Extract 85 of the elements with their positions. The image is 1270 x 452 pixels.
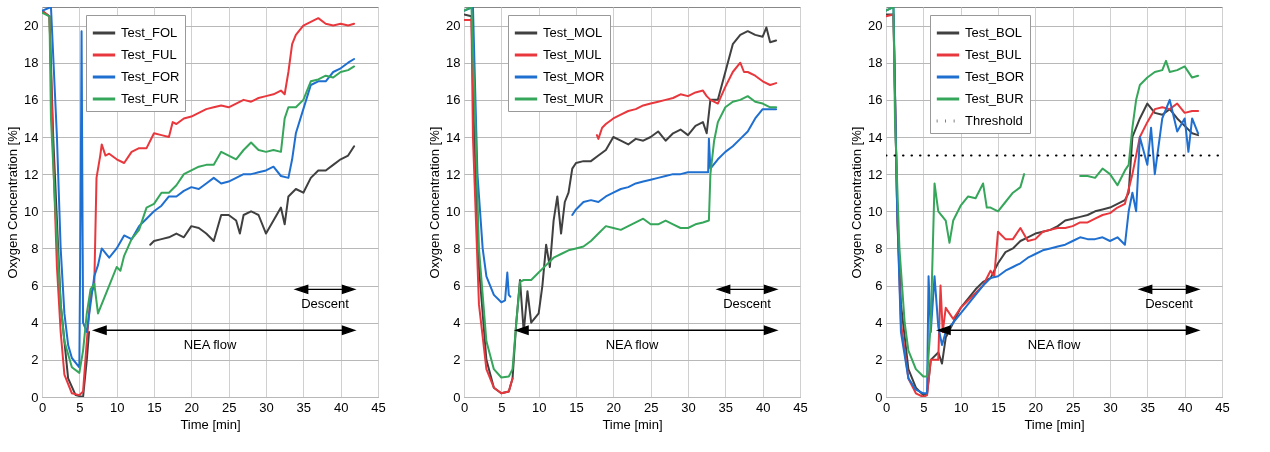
legend-label: Test_FUR (121, 91, 179, 106)
y-tick-label: 18 (24, 55, 39, 71)
y-tick-label: 10 (24, 203, 39, 219)
y-tick-label: 10 (446, 203, 461, 219)
y-tick-label: 14 (446, 129, 461, 145)
y-tick-label: 6 (875, 278, 883, 294)
x-tick-label: 35 (718, 399, 734, 415)
legend-label: Test_BUR (965, 91, 1024, 106)
x-tick-label: 45 (793, 399, 808, 415)
x-axis-title: Time [min] (180, 416, 241, 432)
legend-label: Test_MOL (543, 25, 603, 40)
y-tick-label: 2 (875, 352, 883, 368)
x-tick-label: 10 (109, 399, 125, 415)
x-tick-label: 10 (953, 399, 969, 415)
legend-label: Test_BOL (965, 25, 1023, 40)
legend-label: Threshold (965, 113, 1023, 128)
y-tick-label: 8 (453, 240, 461, 256)
x-tick-label: 30 (1103, 399, 1118, 415)
y-tick-label: 12 (24, 166, 39, 182)
y-tick-label: 0 (875, 389, 883, 405)
x-tick-label: 15 (569, 399, 584, 415)
y-tick-label: 14 (24, 129, 39, 145)
y-tick-label: 4 (453, 315, 461, 331)
x-tick-label: 25 (1065, 399, 1081, 415)
legend-label: Test_MOR (543, 69, 605, 84)
x-tick-label: 15 (991, 399, 1006, 415)
x-tick-label: 40 (333, 399, 349, 415)
y-tick-label: 6 (453, 278, 461, 294)
y-tick-label: 20 (24, 18, 39, 34)
x-tick-label: 45 (1215, 399, 1230, 415)
y-tick-label: 2 (31, 352, 39, 368)
y-tick-label: 6 (31, 278, 39, 294)
y-tick-label: 20 (868, 18, 883, 34)
x-tick-label: 5 (920, 399, 928, 415)
x-axis-title: Time [min] (602, 416, 663, 432)
y-tick-label: 0 (453, 389, 461, 405)
x-tick-label: 35 (296, 399, 312, 415)
annotation: Descent (723, 296, 772, 312)
y-tick-label: 16 (868, 92, 883, 108)
x-tick-label: 20 (606, 399, 622, 415)
legend-label: Test_MUL (543, 47, 602, 62)
y-tick-label: 4 (875, 315, 883, 331)
x-tick-label: 5 (76, 399, 84, 415)
y-axis-title: Oxygen Concentration [%] (5, 126, 21, 279)
y-tick-label: 14 (868, 129, 883, 145)
x-tick-label: 45 (371, 399, 386, 415)
x-tick-label: 30 (681, 399, 696, 415)
y-axis-title: Oxygen Concentration [%] (427, 126, 443, 279)
x-tick-label: 30 (259, 399, 274, 415)
y-tick-label: 8 (875, 240, 883, 256)
y-tick-label: 18 (446, 55, 461, 71)
annotation: Descent (1145, 296, 1194, 312)
y-tick-label: 2 (453, 352, 461, 368)
x-tick-label: 25 (221, 399, 237, 415)
legend-label: Test_BOR (965, 69, 1025, 84)
y-axis-title: Oxygen Concentration [%] (849, 126, 865, 279)
y-tick-label: 8 (31, 240, 39, 256)
legend-label: Test_FOR (121, 69, 180, 84)
y-tick-label: 16 (24, 92, 39, 108)
x-tick-label: 10 (531, 399, 547, 415)
y-tick-label: 0 (31, 389, 39, 405)
annotation: NEA flow (605, 337, 659, 353)
legend-label: Test_FOL (121, 25, 178, 40)
y-tick-label: 20 (446, 18, 461, 34)
x-tick-label: 25 (643, 399, 659, 415)
y-tick-label: 10 (868, 203, 883, 219)
annotation: NEA flow (1027, 337, 1081, 353)
legend-label: Test_MUR (543, 91, 604, 106)
legend-label: Test_FUL (121, 47, 177, 62)
x-tick-label: 20 (184, 399, 200, 415)
annotation: Descent (301, 296, 350, 312)
y-tick-label: 16 (446, 92, 461, 108)
y-tick-label: 4 (31, 315, 39, 331)
x-tick-label: 35 (1140, 399, 1156, 415)
annotation: NEA flow (183, 337, 237, 353)
y-tick-label: 12 (446, 166, 461, 182)
y-tick-label: 12 (868, 166, 883, 182)
y-tick-label: 18 (868, 55, 883, 71)
x-axis-title: Time [min] (1024, 416, 1085, 432)
x-tick-label: 20 (1028, 399, 1044, 415)
x-tick-label: 40 (1177, 399, 1193, 415)
x-tick-label: 40 (755, 399, 771, 415)
x-tick-label: 5 (498, 399, 506, 415)
legend-label: Test_BUL (965, 47, 1022, 62)
x-tick-label: 15 (147, 399, 162, 415)
